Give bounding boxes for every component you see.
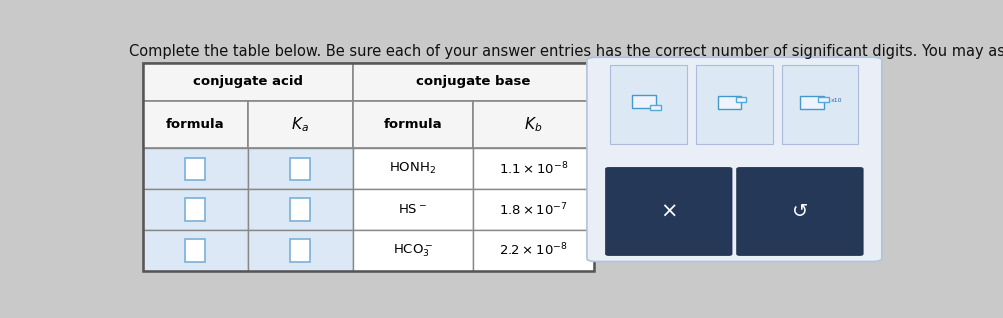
Bar: [186, 239, 205, 262]
Bar: [717, 96, 740, 109]
Bar: [142, 189, 248, 230]
Bar: [290, 239, 310, 262]
Bar: [781, 65, 858, 144]
Text: $\mathrm{HS^-}$: $\mathrm{HS^-}$: [398, 203, 427, 216]
Bar: [248, 100, 352, 148]
Text: Complete the table below. Be sure each of your answer entries has the correct nu: Complete the table below. Be sure each o…: [128, 44, 1003, 59]
Text: formula: formula: [383, 118, 442, 131]
Bar: [290, 157, 310, 180]
Bar: [649, 105, 660, 110]
FancyBboxPatch shape: [736, 167, 863, 256]
Text: conjugate acid: conjugate acid: [193, 75, 302, 88]
Bar: [735, 97, 745, 102]
Bar: [186, 198, 205, 221]
FancyBboxPatch shape: [587, 57, 881, 261]
Text: $K_a$: $K_a$: [291, 115, 309, 134]
Text: x10: x10: [830, 98, 842, 103]
Bar: [248, 230, 352, 271]
Bar: [142, 63, 352, 100]
Text: ×: ×: [659, 202, 677, 221]
Bar: [142, 230, 248, 271]
Bar: [610, 65, 686, 144]
Bar: [352, 230, 472, 271]
FancyBboxPatch shape: [605, 167, 731, 256]
Bar: [472, 100, 594, 148]
Bar: [695, 65, 772, 144]
Text: $\mathrm{HONH_2}$: $\mathrm{HONH_2}$: [389, 161, 436, 176]
Bar: [799, 96, 822, 109]
Bar: [290, 198, 310, 221]
Bar: [248, 148, 352, 189]
Bar: [142, 148, 248, 189]
Text: conjugate base: conjugate base: [415, 75, 530, 88]
Bar: [248, 189, 352, 230]
Bar: [352, 100, 472, 148]
Bar: [632, 95, 655, 107]
Bar: [142, 100, 248, 148]
Text: formula: formula: [165, 118, 225, 131]
Bar: [352, 189, 472, 230]
Bar: [352, 63, 594, 100]
Bar: [817, 97, 827, 102]
Bar: [472, 230, 594, 271]
Bar: [472, 148, 594, 189]
Text: ↺: ↺: [791, 202, 807, 221]
Text: $K_b$: $K_b$: [524, 115, 543, 134]
Bar: [352, 148, 472, 189]
Text: $1.1 \times 10^{-8}$: $1.1 \times 10^{-8}$: [498, 161, 568, 177]
Text: $1.8 \times 10^{-7}$: $1.8 \times 10^{-7}$: [498, 201, 568, 218]
Bar: [142, 63, 594, 271]
Text: $\mathrm{HCO_3^-}$: $\mathrm{HCO_3^-}$: [392, 242, 432, 259]
Text: $2.2 \times 10^{-8}$: $2.2 \times 10^{-8}$: [498, 242, 568, 259]
Bar: [472, 189, 594, 230]
Bar: [186, 157, 205, 180]
